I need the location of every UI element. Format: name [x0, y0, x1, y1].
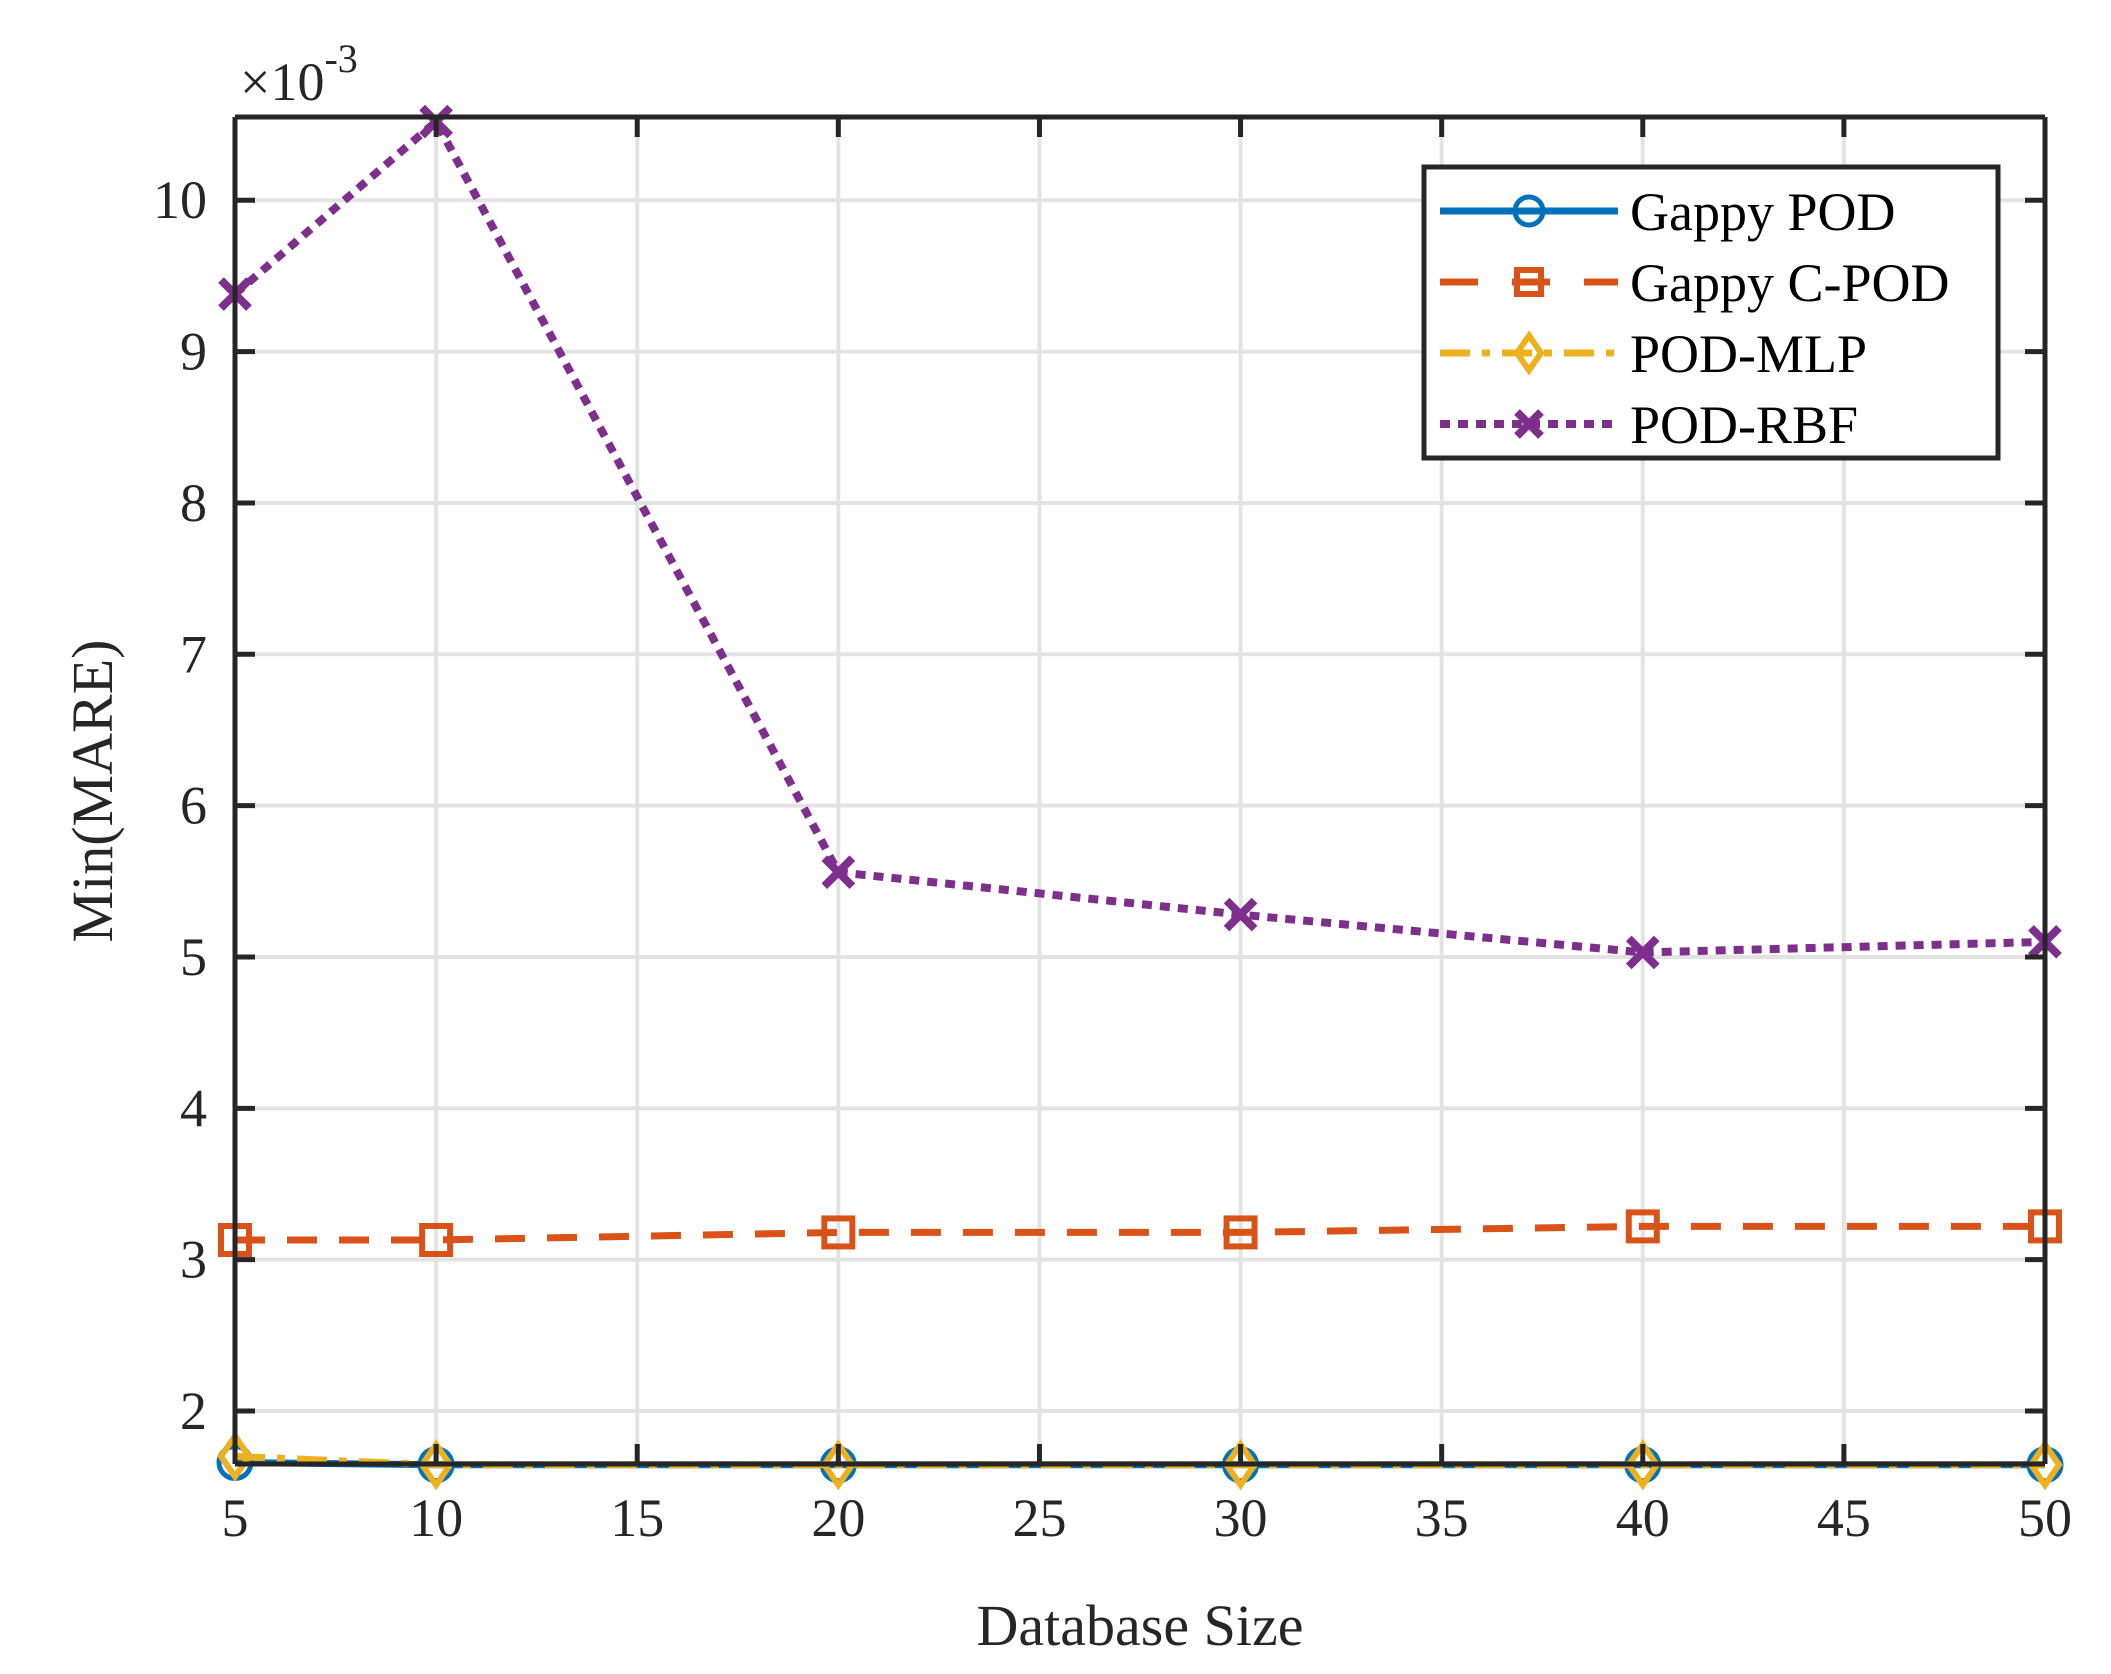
diamond-marker	[820, 1439, 856, 1491]
y-tick-label: 7	[180, 624, 207, 684]
x-marker	[821, 855, 856, 890]
y-tick-label: 2	[180, 1381, 207, 1441]
y-tick-label: 6	[180, 776, 207, 836]
square-marker	[419, 1223, 454, 1258]
legend-item: Gappy POD	[1440, 182, 1896, 242]
x-tick-label: 10	[409, 1488, 463, 1548]
diamond-marker	[217, 1430, 253, 1483]
y-axis-label: Min(MARE)	[60, 640, 125, 943]
x-marker	[1223, 897, 1258, 932]
series-line	[235, 1222, 2045, 1244]
diamond-marker	[1222, 1439, 1259, 1491]
x-tick-label: 35	[1415, 1488, 1469, 1548]
diamond-marker	[1513, 330, 1545, 376]
diamond-marker	[2027, 1439, 2063, 1491]
x-marker	[1514, 409, 1544, 439]
x-tick-label: 50	[2018, 1488, 2072, 1548]
square-marker	[1223, 1215, 1258, 1250]
x-tick-label: 30	[1214, 1488, 1268, 1548]
x-tick-label: 15	[610, 1488, 664, 1548]
y-tick-label: 4	[180, 1078, 207, 1138]
diamond-marker	[1625, 1439, 1661, 1491]
square-marker	[1625, 1209, 1660, 1244]
series-gappy-c-pod	[218, 1209, 2062, 1258]
diamond-marker	[418, 1439, 454, 1491]
x-tick-label: 20	[811, 1488, 865, 1548]
legend-item: POD-RBF	[1440, 395, 1858, 455]
x-tick-label: 40	[1616, 1488, 1670, 1548]
legend-label: POD-RBF	[1630, 395, 1858, 455]
legend: Gappy POD Gappy C-POD POD-MLP POD-RBF	[1421, 164, 2001, 461]
series-line	[232, 115, 2046, 957]
square-marker	[821, 1215, 856, 1250]
x-marker	[1625, 935, 1660, 970]
y-tick-label: 9	[180, 322, 207, 382]
x-tick-label: 25	[1012, 1488, 1066, 1548]
series-pod-mlp	[217, 1430, 2063, 1491]
axes	[232, 114, 2048, 1467]
grid-lines	[233, 117, 2047, 1464]
legend-item: POD-MLP	[1440, 324, 1867, 384]
legend-label: Gappy POD	[1630, 182, 1896, 242]
x-tick-label: 5	[222, 1488, 249, 1548]
legend-item: Gappy C-POD	[1440, 253, 1950, 313]
y-tick-label: 10	[153, 170, 207, 230]
x-tick-label: 45	[1817, 1488, 1871, 1548]
circle-marker	[1512, 194, 1546, 228]
x-axis-label: Database Size	[977, 1593, 1304, 1658]
square-marker	[1514, 267, 1544, 297]
y-tick-label: 8	[180, 473, 207, 533]
legend-label: POD-MLP	[1630, 324, 1867, 384]
y-multiplier-label: ×10-3	[240, 36, 358, 112]
legend-label: Gappy C-POD	[1630, 253, 1950, 313]
y-tick-label: 5	[180, 927, 207, 987]
y-tick-label: 3	[180, 1230, 207, 1290]
